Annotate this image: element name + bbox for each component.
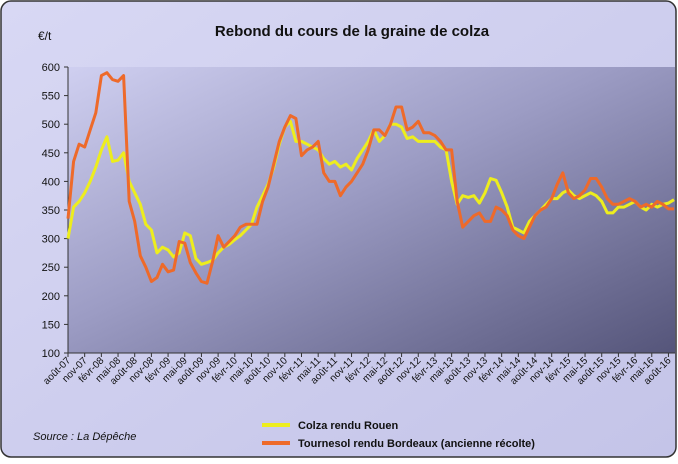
series-line	[66, 71, 674, 285]
y-tick-label: 550	[42, 91, 60, 103]
source: Source : La Dépêche	[33, 431, 136, 443]
y-tick-label: 450	[42, 148, 60, 160]
y-tick-label: 500	[42, 119, 60, 131]
y-tick-label: 600	[42, 62, 60, 74]
y-tick-label: 200	[42, 291, 60, 303]
legend-label: Tournesol rendu Bordeaux (ancienne récol…	[298, 438, 535, 450]
y-tick-label: 250	[42, 262, 60, 274]
y-tick-label: 150	[42, 319, 60, 331]
y-tick-label: 100	[42, 348, 60, 360]
chart-title: Rebond du cours de la graine de colza	[215, 23, 490, 40]
y-tick-label: 350	[42, 205, 60, 217]
y-tick-label: 400	[42, 176, 60, 188]
plot-area	[68, 67, 675, 353]
legend-label: Colza rendu Rouen	[298, 420, 399, 432]
y-tick-label: 300	[42, 234, 60, 246]
y-axis-label: €/t	[38, 29, 52, 43]
